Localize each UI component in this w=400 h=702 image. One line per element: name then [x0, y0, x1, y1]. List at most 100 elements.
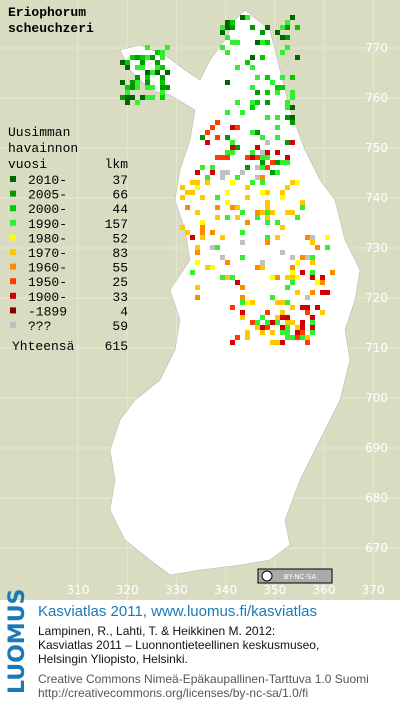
observation-square	[265, 40, 270, 45]
observation-square	[190, 190, 195, 195]
legend-count: 83	[112, 246, 128, 261]
observation-square	[150, 95, 155, 100]
observation-square	[225, 25, 230, 30]
observation-square	[275, 315, 280, 320]
observation-square	[205, 265, 210, 270]
observation-square	[255, 40, 260, 45]
observation-square	[325, 235, 330, 240]
observation-square	[305, 340, 310, 345]
observation-square	[260, 155, 265, 160]
observation-square	[240, 315, 245, 320]
observation-square	[265, 165, 270, 170]
observation-square	[245, 165, 250, 170]
observation-square	[190, 235, 195, 240]
east-coordinate: 340	[214, 583, 237, 597]
observation-square	[270, 295, 275, 300]
legend-swatch	[10, 322, 16, 328]
observation-square	[195, 295, 200, 300]
observation-square	[275, 300, 280, 305]
observation-square	[180, 225, 185, 230]
observation-square	[215, 245, 220, 250]
observation-square	[225, 150, 230, 155]
observation-square	[310, 325, 315, 330]
legend-swatch	[10, 205, 16, 212]
observation-square	[120, 80, 125, 85]
observation-square	[135, 85, 140, 90]
observation-square	[310, 315, 315, 320]
north-coordinate: 760	[365, 91, 388, 105]
observation-square	[190, 180, 195, 185]
observation-square	[275, 135, 280, 140]
observation-square	[290, 180, 295, 185]
legend-swatch	[10, 249, 16, 255]
observation-square	[320, 310, 325, 315]
observation-square	[285, 25, 290, 30]
observation-square	[155, 70, 160, 75]
observation-square	[240, 295, 245, 300]
observation-square	[285, 325, 290, 330]
observation-square	[280, 310, 285, 315]
observation-square	[255, 165, 260, 170]
citation: Lampinen, R., Lahti, T. & Heikkinen M. 2…	[38, 624, 275, 638]
legend-label: 2000-	[28, 202, 67, 217]
observation-square	[315, 245, 320, 250]
observation-square	[275, 235, 280, 240]
observation-square	[125, 100, 130, 105]
observation-square	[290, 255, 295, 260]
observation-square	[275, 30, 280, 35]
observation-square	[280, 85, 285, 90]
observation-square	[250, 100, 255, 105]
legend-swatch	[10, 292, 16, 299]
observation-square	[225, 260, 230, 265]
observation-square	[210, 170, 215, 175]
observation-square	[265, 220, 270, 225]
license-badge: BY-NC-SA	[257, 568, 333, 584]
legend-label: 2005-	[28, 188, 67, 203]
logo: LUOMUS	[5, 589, 30, 694]
observation-square	[275, 160, 280, 165]
observation-square	[235, 215, 240, 220]
footer-heading: Kasviatlas 2011, www.luomus.fi/kasviatla…	[38, 603, 317, 620]
observation-square	[205, 175, 210, 180]
observation-square	[130, 85, 135, 90]
observation-square	[215, 120, 220, 125]
observation-square	[280, 315, 285, 320]
observation-square	[290, 115, 295, 120]
observation-square	[285, 115, 290, 120]
observation-square	[260, 190, 265, 195]
observation-square	[220, 275, 225, 280]
observation-square	[290, 120, 295, 125]
east-coordinate: 320	[116, 583, 139, 597]
observation-square	[245, 335, 250, 340]
observation-square	[120, 95, 125, 100]
observation-square	[190, 270, 195, 275]
observation-square	[220, 30, 225, 35]
observation-square	[215, 215, 220, 220]
observation-square	[295, 215, 300, 220]
observation-square	[275, 150, 280, 155]
observation-square	[260, 30, 265, 35]
observation-square	[255, 215, 260, 220]
observation-square	[225, 200, 230, 205]
observation-square	[265, 25, 270, 30]
legend-swatch	[10, 263, 16, 270]
observation-square	[250, 85, 255, 90]
observation-square	[225, 155, 230, 160]
observation-square	[160, 90, 165, 95]
observation-square	[270, 80, 275, 85]
observation-square	[135, 65, 140, 70]
observation-square	[215, 155, 220, 160]
legend-swatch	[10, 234, 16, 241]
observation-square	[160, 65, 165, 70]
observation-square	[300, 205, 305, 210]
species-name: Eriophorum	[8, 5, 86, 20]
observation-square	[160, 80, 165, 85]
observation-square	[125, 90, 130, 95]
license: Creative Commons Nimeä-Epäkaupallinen-Ta…	[38, 672, 369, 686]
observation-square	[265, 155, 270, 160]
legend-label: 1950-	[28, 275, 67, 290]
observation-square	[160, 75, 165, 80]
legend-swatch	[10, 219, 16, 226]
observation-square	[260, 165, 265, 170]
observation-square	[225, 275, 230, 280]
